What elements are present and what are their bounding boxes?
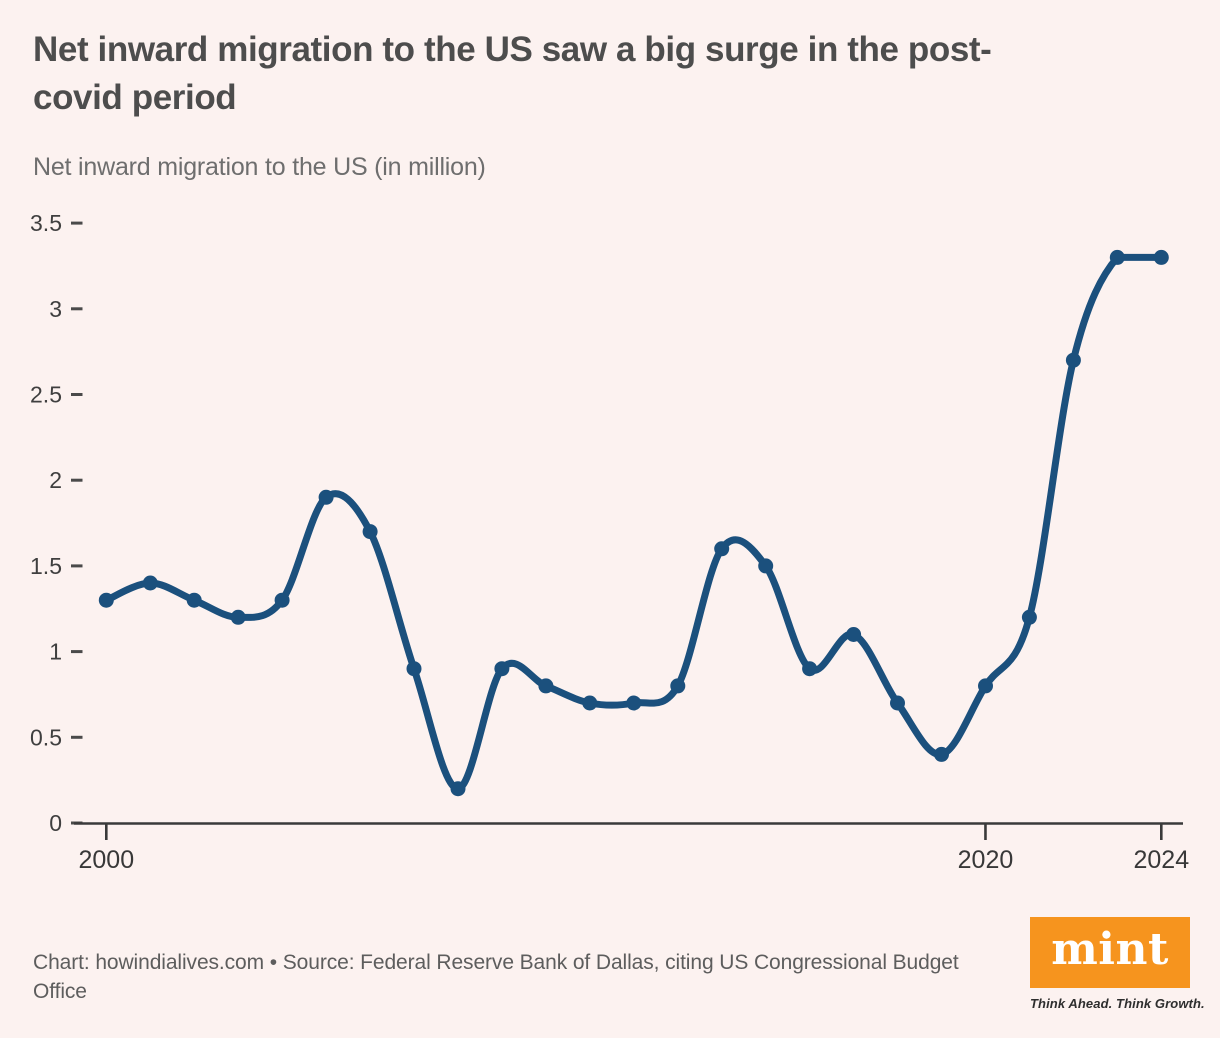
x-tick-label: 2000 xyxy=(78,846,134,874)
y-axis: 0 0.5 1 1.5 2 2.5 3 3.5 xyxy=(30,210,83,836)
data-point-marker xyxy=(1021,609,1037,625)
data-point-marker xyxy=(978,678,993,694)
y-tick-label: 1.5 xyxy=(30,553,62,579)
data-point-marker xyxy=(1153,249,1169,265)
y-tick-label: 3.5 xyxy=(30,210,62,236)
chart-subtitle: Net inward migration to the US (in milli… xyxy=(33,153,486,181)
data-point-marker xyxy=(406,661,422,677)
y-tick-label: 2.5 xyxy=(30,382,62,408)
data-point-marker xyxy=(714,541,730,557)
data-point-marker xyxy=(494,661,510,677)
data-point-marker xyxy=(1109,249,1125,265)
data-point-marker xyxy=(98,592,114,608)
migration-line xyxy=(102,253,1165,793)
data-point-marker xyxy=(934,746,949,762)
mint-logo: mint Think Ahead. Think Growth. xyxy=(1030,917,1205,1011)
data-point-marker xyxy=(450,781,466,797)
chart-headline-line1: Net inward migration to the US saw a big… xyxy=(33,30,992,69)
mint-logo-wordmark: mint xyxy=(1051,924,1169,975)
data-point-marker xyxy=(318,489,334,505)
data-point-marker xyxy=(274,592,290,608)
data-points xyxy=(98,249,1169,797)
x-tick-label: 2020 xyxy=(958,846,1014,874)
data-point-marker xyxy=(538,678,554,694)
data-point-marker xyxy=(582,695,598,711)
data-point-marker xyxy=(142,575,158,591)
mint-logo-tagline: Think Ahead. Think Growth. xyxy=(1030,996,1205,1011)
y-tick-label: 1 xyxy=(49,639,62,665)
chart-headline-line2: covid period xyxy=(33,78,237,117)
y-tick-label: 3 xyxy=(49,296,62,322)
data-point-marker xyxy=(186,592,202,608)
chart-attribution: Chart: howindialives.com • Source: Feder… xyxy=(33,951,959,1003)
data-point-marker xyxy=(626,695,642,711)
data-point-marker xyxy=(670,678,686,694)
data-point-marker xyxy=(1065,352,1081,368)
x-axis: 2000 2020 2024 xyxy=(78,824,1189,874)
data-point-marker xyxy=(362,524,378,540)
chart-headline: Net inward migration to the US saw a big… xyxy=(33,26,1193,122)
data-point-marker xyxy=(230,609,246,625)
y-tick-label: 0 xyxy=(49,810,62,836)
mint-logo-box: mint xyxy=(1030,917,1190,988)
data-point-marker xyxy=(846,627,862,642)
data-point-marker xyxy=(758,558,774,574)
x-tick-label: 2024 xyxy=(1133,846,1189,874)
y-tick-label: 2 xyxy=(49,467,62,493)
data-point-marker xyxy=(890,695,905,711)
y-tick-label: 0.5 xyxy=(30,724,62,750)
data-point-marker xyxy=(802,661,818,677)
